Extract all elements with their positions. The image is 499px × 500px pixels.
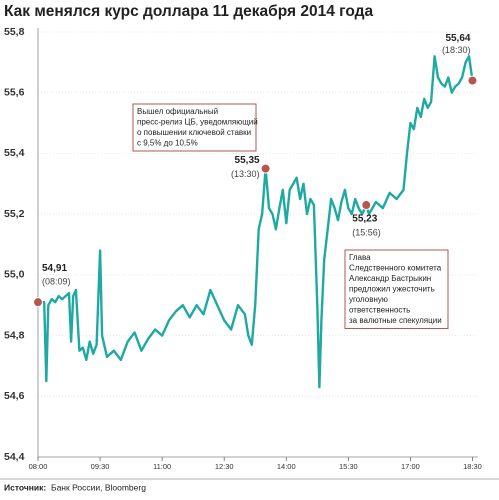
point-time: (13:30) <box>231 169 260 179</box>
point <box>361 200 372 211</box>
line <box>36 55 474 389</box>
point-time: (08:09) <box>42 277 71 287</box>
note-text: за валютные спекуляции <box>349 316 442 325</box>
x-tick-label: 17:00 <box>401 462 420 471</box>
y-tick-label: 55,6 <box>4 86 25 98</box>
x-tick-label: 14:00 <box>277 462 296 471</box>
point-time: (18:30) <box>442 45 471 55</box>
note-text: с 9,5% до 10,5% <box>137 139 198 148</box>
note-text: Александр Бастрыкин <box>349 274 431 283</box>
point-time: (15:56) <box>352 227 381 237</box>
note-text: Глава <box>349 253 371 262</box>
point-value: 55,23 <box>352 214 377 225</box>
y-tick-label: 55,4 <box>4 147 25 159</box>
note-text: уголовную <box>349 295 388 304</box>
y-tick-label: 55,8 <box>4 26 25 38</box>
note-text: Вышел официальный <box>137 107 218 116</box>
y-tick-label: 54,8 <box>4 329 25 341</box>
source-label: Источник: <box>4 482 46 492</box>
x-tick-label: 11:00 <box>153 462 171 471</box>
note-text: ответственность <box>349 306 410 315</box>
x-tick-label: 09:30 <box>91 462 110 471</box>
source: Банк России, Bloomberg <box>51 482 146 492</box>
note-text: предложил ужесточить <box>349 285 435 294</box>
x-tick-label: 12:30 <box>215 462 234 471</box>
x-tick-label: 15:30 <box>339 462 358 471</box>
note-box <box>344 249 449 329</box>
y-tick-label: 54,4 <box>4 451 25 463</box>
chart-title: Как менялся курс доллара 11 декабря 2014… <box>4 3 373 20</box>
point-value: 55,35 <box>235 155 260 166</box>
x-tick-label: 18:30 <box>463 462 482 471</box>
note-text: о повышении ключевой ставки <box>137 128 251 137</box>
y-tick-label: 54,6 <box>4 390 25 402</box>
point <box>33 297 43 308</box>
note-text: Следственного комитета <box>349 264 442 273</box>
point-value: 54,91 <box>42 263 67 274</box>
y-tick-label: 55,0 <box>4 269 25 281</box>
point <box>260 163 271 174</box>
x-tick-label: 08:00 <box>29 462 48 471</box>
y-tick-label: 55,2 <box>4 208 25 220</box>
note-box <box>132 103 257 152</box>
point <box>467 75 478 86</box>
note-text: пресс-релиз ЦБ, уведомляющий <box>137 118 258 127</box>
point-value: 55,64 <box>445 33 470 44</box>
